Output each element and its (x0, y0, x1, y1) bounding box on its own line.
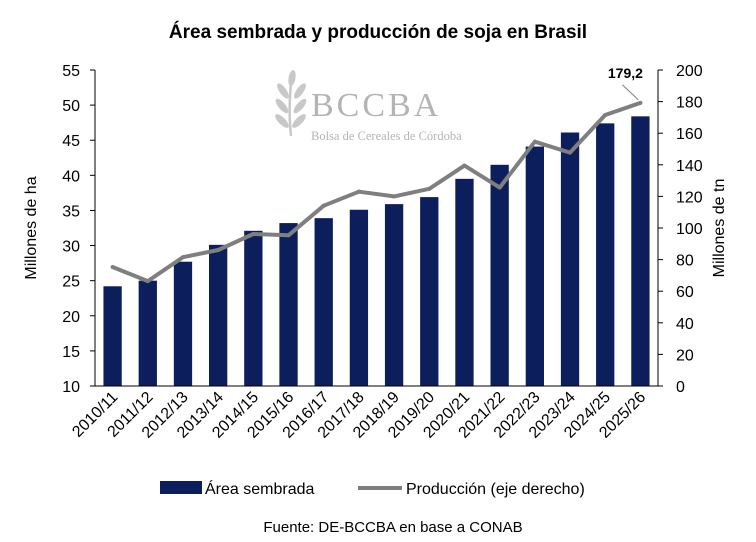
bar (384, 204, 404, 386)
line-point (532, 139, 537, 144)
source-note: Fuente: DE-BCCBA en base a CONAB (263, 519, 522, 536)
bar (455, 178, 474, 386)
right-tick-label: 60 (676, 284, 694, 301)
right-tick-label: 120 (676, 189, 703, 206)
line-point (638, 100, 643, 105)
left-tick-label: 35 (62, 203, 80, 220)
line-point (497, 185, 502, 190)
legend-label-line: Producción (eje derecho) (406, 481, 585, 498)
right-tick-label: 20 (676, 347, 694, 364)
line-point (462, 163, 467, 168)
production-line (111, 101, 642, 284)
right-tick-label: 200 (676, 63, 703, 80)
right-tick-label: 40 (676, 316, 694, 333)
bar (490, 164, 509, 386)
left-tick-label: 45 (62, 133, 80, 150)
annotation-label: 179,2 (608, 65, 643, 81)
line-point (321, 203, 326, 208)
right-tick-label: 80 (676, 253, 694, 270)
right-axis-ticks: 0 20 40 60 80 100 120 140 160 180 200 (658, 63, 703, 396)
wheat-icon (275, 70, 307, 137)
left-tick-label: 10 (62, 379, 80, 396)
bar (173, 261, 193, 386)
left-axis-title: Millones de ha (23, 176, 40, 279)
line-point (392, 194, 397, 199)
line-point (145, 279, 150, 284)
line-point (427, 186, 432, 191)
line-point (603, 113, 608, 118)
legend-swatch-bar (160, 481, 202, 494)
bar (631, 116, 650, 386)
watermark-subtitle: Bolsa de Cereales de Córdoba (311, 129, 462, 143)
bar (596, 123, 615, 386)
bar (244, 230, 263, 386)
left-tick-label: 15 (62, 344, 80, 361)
bar (209, 244, 228, 386)
annotation-leader-line (622, 84, 639, 101)
line-point (110, 265, 115, 270)
line-point (286, 233, 291, 238)
bar (138, 280, 157, 386)
left-tick-label: 25 (62, 274, 80, 291)
bar (279, 223, 298, 386)
right-tick-label: 160 (676, 126, 703, 143)
right-tick-label: 100 (676, 221, 703, 238)
chart-title: Área sembrada y producción de soja en Br… (169, 21, 587, 43)
left-tick-label: 40 (62, 168, 80, 185)
line-series (110, 100, 643, 284)
bar (420, 197, 439, 386)
bar (103, 286, 122, 386)
left-axis-ticks: 10 15 20 25 30 35 40 45 50 55 (62, 63, 95, 396)
bar-series (103, 116, 650, 386)
left-tick-label: 55 (62, 63, 80, 80)
left-tick-label: 20 (62, 309, 80, 326)
x-axis-ticks: 2010/112011/122012/132013/142014/152015/… (69, 389, 649, 442)
bar (349, 209, 369, 386)
line-point (568, 150, 573, 155)
bar (314, 218, 333, 386)
line-point (251, 232, 256, 237)
line-point (216, 247, 221, 252)
left-tick-label: 50 (62, 98, 80, 115)
watermark-name: BCCBA (311, 87, 441, 124)
left-tick-label: 30 (62, 239, 80, 256)
bar (560, 132, 580, 386)
bar (525, 146, 544, 386)
right-tick-label: 140 (676, 158, 703, 175)
line-point (356, 189, 361, 194)
watermark-logo: BCCBA Bolsa de Cereales de Córdoba (275, 70, 462, 143)
right-axis-title: Millones de tn (711, 179, 728, 278)
last-value-annotation: 179,2 (608, 65, 643, 101)
legend-label-bar: Área sembrada (205, 479, 314, 498)
legend: Área sembrada Producción (eje derecho) (160, 479, 585, 498)
right-tick-label: 0 (676, 379, 685, 396)
right-tick-label: 180 (676, 95, 703, 112)
line-point (180, 255, 185, 260)
